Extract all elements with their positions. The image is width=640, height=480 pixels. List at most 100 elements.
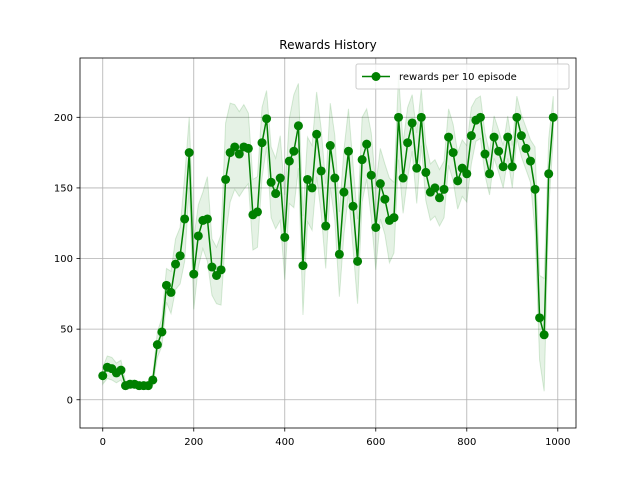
data-point [535,313,545,323]
axis-ticks: 0 200 400 600 800 1000 0 50 100 150 200 [54,113,571,448]
x-tick-label: 600 [366,437,385,448]
data-point [362,139,372,149]
data-point [275,173,285,183]
data-point [307,183,317,193]
data-point [284,156,294,166]
data-point [466,131,476,141]
legend-box [355,63,570,90]
data-point [234,149,244,159]
data-point [516,131,526,141]
data-point [548,112,558,122]
plot-frame [79,57,577,429]
data-point [503,132,513,142]
data-point [271,189,281,199]
data-point [303,174,313,184]
data-point [312,129,322,139]
data-point [512,112,522,122]
data-point [416,112,426,122]
data-point [407,118,417,128]
data-point [343,146,353,156]
data-point [348,201,358,211]
data-point [325,141,335,151]
data-point [193,231,203,241]
data-point [289,146,299,156]
data-point [175,251,185,261]
series-markers [98,112,558,391]
y-tick-label: 200 [54,113,73,124]
data-point [152,340,162,350]
data-point [403,138,413,148]
data-point [171,259,181,269]
y-tick-label: 50 [60,325,73,336]
data-point [485,169,495,179]
data-point [507,162,517,172]
data-point [525,156,535,166]
data-point [330,173,340,183]
data-point [544,169,554,179]
data-point [216,265,226,275]
data-point [439,184,449,194]
data-point [339,187,349,197]
data-point [489,132,499,142]
y-tick-label: 100 [54,254,73,265]
chart-title: Rewards History [279,38,376,52]
data-point [444,132,454,142]
data-point [161,280,171,290]
data-point [252,207,262,217]
y-tick-label: 0 [67,395,73,406]
data-point [421,167,431,177]
data-point [434,193,444,203]
data-point [266,177,276,187]
data-point [321,221,331,231]
data-point [316,166,326,176]
data-point [230,142,240,152]
data-point [480,149,490,159]
data-point [353,256,363,266]
data-point [98,371,108,381]
data-point [257,138,267,148]
data-point [298,261,308,271]
data-point [462,169,472,179]
data-point [389,213,399,223]
data-point [398,173,408,183]
data-point [539,330,549,340]
data-point [366,170,376,180]
y-tick-label: 150 [54,183,73,194]
data-point [334,249,344,259]
data-point [430,183,440,193]
data-point [202,214,212,224]
data-point [184,148,194,158]
x-tick-label: 1000 [545,437,570,448]
legend: rewards per 10 episode [355,63,570,90]
data-point [293,121,303,131]
legend-marker [371,72,381,81]
x-tick-label: 0 [100,437,106,448]
data-point [498,162,508,172]
data-point [375,179,385,189]
data-point [371,222,381,232]
data-point [394,112,404,122]
data-point [380,194,390,204]
data-point [148,375,158,385]
data-point [530,184,540,194]
data-point [280,232,290,242]
data-point [521,143,531,153]
data-point [494,146,504,156]
data-point [453,176,463,186]
data-point [116,365,126,375]
x-tick-label: 200 [184,437,203,448]
data-point [180,214,190,224]
data-point [207,262,217,272]
x-tick-label: 800 [457,437,476,448]
data-point [221,174,231,184]
data-point [475,112,485,122]
data-point [412,163,422,173]
legend-label: rewards per 10 episode [399,72,517,83]
data-point [157,327,167,337]
data-point [243,143,253,153]
data-point [189,269,199,279]
data-point [357,155,367,165]
data-point [166,287,176,297]
data-point [448,148,458,158]
data-point [262,114,272,124]
